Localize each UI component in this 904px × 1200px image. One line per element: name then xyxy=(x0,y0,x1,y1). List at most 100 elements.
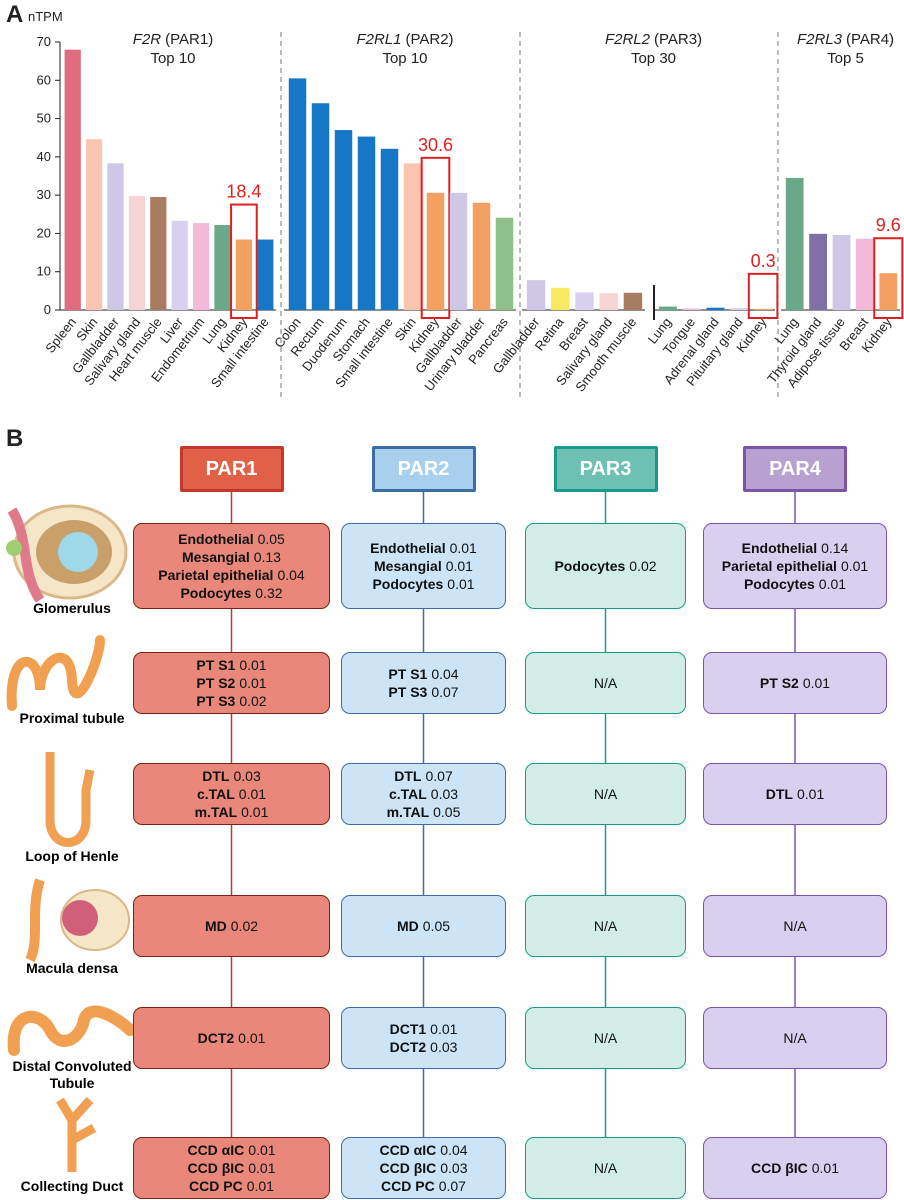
bar xyxy=(107,163,124,310)
cell-type: DCT2 xyxy=(389,1039,427,1055)
cell-value: 0.32 xyxy=(255,585,283,601)
cell-box: MD 0.02 xyxy=(133,895,330,957)
cell-type: Mesangial xyxy=(374,558,442,574)
bar xyxy=(623,292,643,310)
segment-label: Glomerulus xyxy=(33,600,111,616)
chart-subtitle: Top 5 xyxy=(827,50,864,67)
cell-entry: Podocytes 0.01 xyxy=(372,575,474,593)
cell-type: PT S3 xyxy=(196,693,236,709)
cell-value: 0.01 xyxy=(238,786,267,802)
dct-icon xyxy=(7,1005,136,1056)
bar xyxy=(235,239,253,310)
protein-name: (PAR3) xyxy=(654,31,702,48)
bar xyxy=(311,103,330,310)
cell-box: Endothelial 0.01 Mesangial 0.01 Podocytes 0.0… xyxy=(341,523,506,609)
cell-entry: DCT1 0.01 xyxy=(390,1020,458,1038)
bar xyxy=(449,192,468,310)
bar xyxy=(495,217,514,310)
bar xyxy=(357,136,376,310)
cell-entry: MD 0.05 xyxy=(397,917,450,935)
y-tick-label: 60 xyxy=(37,72,51,87)
highlight-box xyxy=(873,237,904,319)
bar xyxy=(879,273,898,310)
y-tick-label: 40 xyxy=(37,149,51,164)
cell-type: c.TAL xyxy=(196,786,235,802)
y-tick-label: 0 xyxy=(44,302,51,317)
column-header: PAR2 xyxy=(371,446,476,492)
cell-entry: Podocytes 0.32 xyxy=(180,584,282,602)
y-tick-label: 10 xyxy=(37,264,51,279)
cell-value: 0.05 xyxy=(433,804,461,820)
segment-label: Proximal tubule xyxy=(19,710,125,726)
protein-name: (PAR2) xyxy=(405,31,453,48)
bar xyxy=(150,197,167,310)
cell-entry: DTL 0.03 xyxy=(202,767,260,785)
bar xyxy=(334,130,353,310)
cell-value: 0.03 xyxy=(440,1160,468,1176)
chart-subtitle: Top 10 xyxy=(150,50,195,67)
glomerulus-icon xyxy=(6,504,128,603)
cell-value: 0.03 xyxy=(430,1039,458,1055)
duct-icon xyxy=(56,1096,97,1172)
cell-type: Endothelial xyxy=(370,540,446,556)
column-header: PAR3 xyxy=(553,446,658,492)
cell-entry: Podocytes 0.02 xyxy=(554,557,656,575)
bar xyxy=(682,308,701,310)
cell-type: DTL xyxy=(202,768,230,784)
cell-entry: CCD PC 0.01 xyxy=(189,1177,274,1195)
cell-value: 0.01 xyxy=(239,675,267,691)
cell-entry: Mesangial 0.13 xyxy=(182,548,281,566)
cell-value: 0.05 xyxy=(422,918,451,934)
cell-box: N/A xyxy=(703,1007,887,1069)
cell-box: N/A xyxy=(525,652,686,714)
cell-entry: DCT2 0.01 xyxy=(198,1029,266,1047)
cell-type: Parietal epithelial xyxy=(158,567,274,583)
cell-type: PT S2 xyxy=(196,675,236,691)
cell-type: CCD αIC xyxy=(187,1142,245,1158)
cell-entry: c.TAL 0.01 xyxy=(197,785,266,803)
cell-value: 0.02 xyxy=(230,918,259,934)
cell-entry: c.TAL 0.03 xyxy=(389,785,458,803)
bar xyxy=(785,177,804,310)
cell-value: 0.04 xyxy=(440,1142,468,1158)
y-tick-label: 50 xyxy=(37,111,51,126)
cell-value: 0.01 xyxy=(840,558,869,574)
cell-entry: CCD αIC 0.04 xyxy=(379,1141,467,1159)
cell-entry: PT S2 0.01 xyxy=(196,674,266,692)
column-header: PAR1 xyxy=(179,446,284,492)
bar xyxy=(472,202,491,310)
chart-title: F2RL3 (PAR4) xyxy=(797,31,894,48)
gene-name: F2R xyxy=(133,31,162,48)
bar xyxy=(192,223,210,310)
cell-type: PT S2 xyxy=(759,675,799,691)
cell-type: m.TAL xyxy=(194,804,238,820)
cell-value: 0.02 xyxy=(629,558,657,574)
bar xyxy=(380,148,399,310)
bar xyxy=(214,225,231,310)
cell-value: 0.01 xyxy=(241,804,269,820)
cell-value: 0.01 xyxy=(811,1160,839,1176)
cell-value: 0.01 xyxy=(248,1142,276,1158)
cell-entry: DTL 0.07 xyxy=(394,767,452,785)
cell-type: Endothelial xyxy=(741,540,818,556)
segment-label: Distal Convoluted Tubule xyxy=(12,1058,132,1091)
cell-box: CCD βIC 0.01 xyxy=(703,1137,887,1199)
cell-value: 0.01 xyxy=(430,1021,458,1037)
y-tick-label: 30 xyxy=(37,187,51,202)
cell-entry: m.TAL 0.01 xyxy=(195,803,269,821)
cell-value: 0.01 xyxy=(238,1030,266,1046)
bar xyxy=(257,239,274,310)
cell-type: MD xyxy=(396,918,419,934)
cell-box: Endothelial 0.05 Mesangial 0.13 Parietal epi… xyxy=(133,523,330,609)
cell-box: N/A xyxy=(525,895,686,957)
cell-type: CCD βIC xyxy=(379,1160,437,1176)
cell-value: 0.01 xyxy=(248,1160,276,1176)
cell-entry: PT S3 0.07 xyxy=(388,683,458,701)
highlight-box xyxy=(230,203,258,320)
cell-value: 0.01 xyxy=(239,657,267,673)
cell-entry: PT S3 0.02 xyxy=(196,692,266,710)
cell-entry: CCD αIC 0.01 xyxy=(187,1141,275,1159)
chart-subtitle: Top 10 xyxy=(382,50,427,67)
cell-value: 0.02 xyxy=(239,693,267,709)
